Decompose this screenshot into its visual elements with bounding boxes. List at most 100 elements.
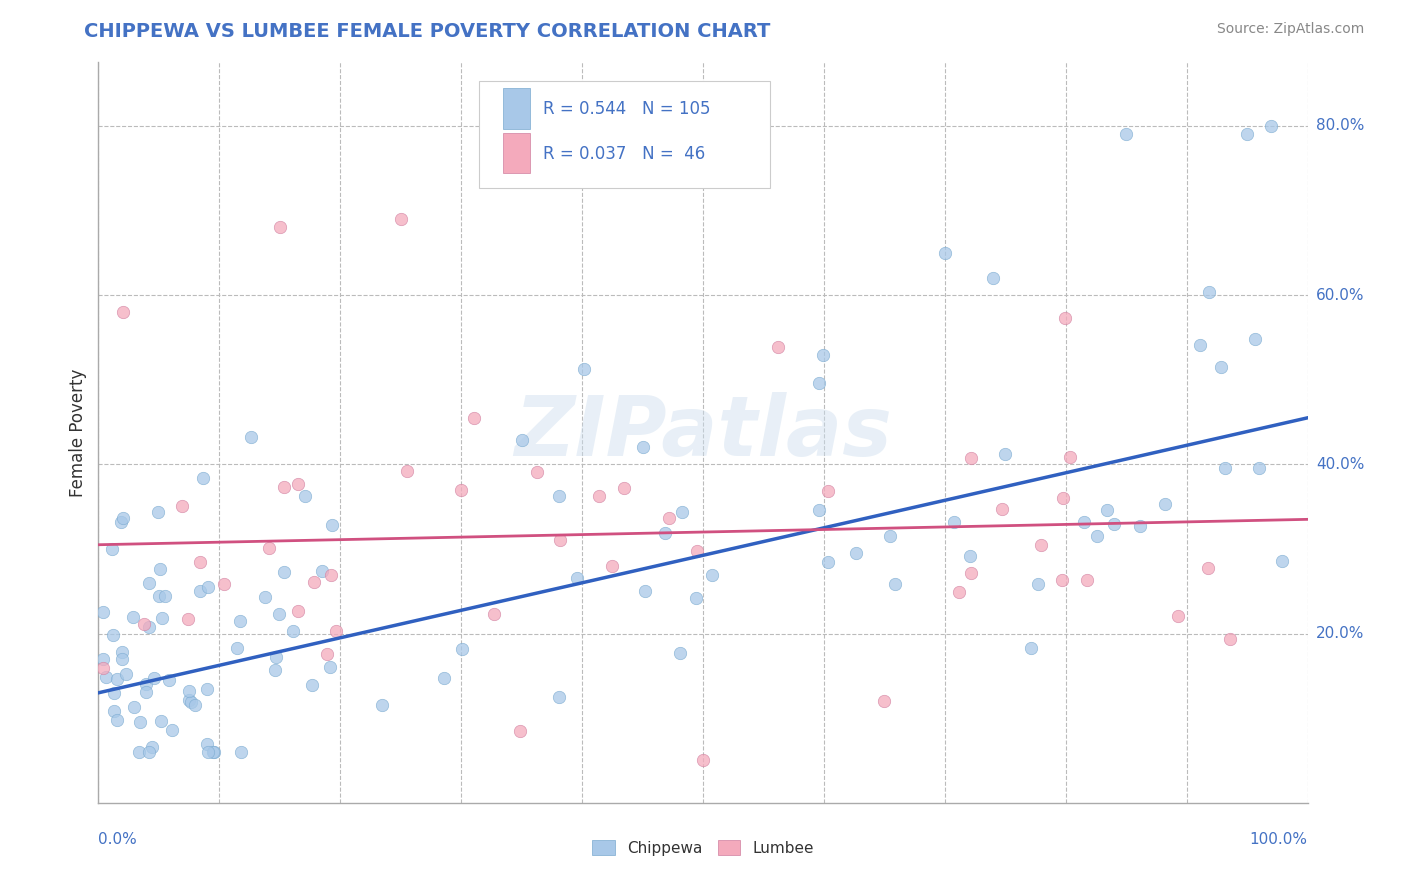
Point [103,686,125,700]
Point [1188,337,1211,351]
Point [318,660,340,674]
Point [188,555,211,569]
Point [201,745,224,759]
Point [226,640,249,655]
Point [153,590,176,604]
Text: 80.0%: 80.0% [1316,119,1364,134]
Point [634,583,657,598]
Point [287,604,309,618]
Point [111,305,134,319]
Point [1198,285,1220,300]
Point [1129,519,1152,533]
Point [808,502,831,516]
FancyBboxPatch shape [503,88,530,129]
Point [172,500,194,514]
Point [942,515,965,529]
Point [146,505,169,519]
Point [179,684,201,698]
Point [228,614,250,628]
Point [188,584,211,599]
Point [239,430,262,444]
Y-axis label: Female Poverty: Female Poverty [69,368,87,497]
Point [1271,554,1294,568]
Text: 100.0%: 100.0% [1250,832,1308,847]
Text: ZIPatlas: ZIPatlas [515,392,891,473]
Point [321,568,343,582]
Point [115,667,138,681]
Point [294,490,316,504]
Point [959,451,981,466]
Point [135,685,157,699]
Point [1236,128,1258,142]
Point [1260,119,1282,133]
Point [267,607,290,621]
Point [91,652,114,666]
Point [395,464,418,478]
Point [257,541,280,556]
Point [574,362,596,376]
Point [1085,529,1108,543]
Point [685,591,707,605]
Point [301,678,323,692]
Point [101,628,124,642]
Point [658,511,681,525]
Point [1153,497,1175,511]
Point [981,271,1004,285]
Point [1167,608,1189,623]
Point [613,481,636,495]
Point [1031,538,1053,552]
Point [686,543,709,558]
Point [124,700,146,714]
Point [994,447,1017,461]
Point [700,567,723,582]
Point [105,672,128,686]
Point [548,533,571,547]
Text: 20.0%: 20.0% [1316,626,1364,641]
Point [845,546,868,560]
Point [128,714,150,729]
Text: 40.0%: 40.0% [1316,457,1364,472]
Point [143,671,166,685]
Point [304,575,326,590]
Point [253,590,276,604]
Point [669,646,692,660]
Point [150,611,173,625]
Text: 60.0%: 60.0% [1316,287,1364,302]
Point [884,576,907,591]
Point [588,490,610,504]
Point [287,476,309,491]
Point [110,515,132,529]
Point [1102,516,1125,531]
Point [93,605,115,619]
Point [141,740,163,755]
Point [134,617,156,632]
Point [1215,461,1237,475]
Point [1073,515,1095,529]
Point [191,471,214,485]
Point [1197,560,1219,574]
Point [959,549,981,564]
Point [197,580,219,594]
Point [264,663,287,677]
Point [1243,332,1265,346]
Point [180,695,202,709]
Point [197,745,219,759]
Point [94,670,117,684]
Point [1054,311,1077,326]
Point [526,465,548,479]
FancyBboxPatch shape [503,133,530,173]
Point [811,348,834,362]
Point [103,704,125,718]
Point [214,577,236,591]
Point [91,661,114,675]
Point [1249,460,1271,475]
Legend: Chippewa, Lumbee: Chippewa, Lumbee [586,834,820,862]
Point [510,433,533,447]
Point [567,571,589,585]
Point [195,737,218,751]
Point [692,754,714,768]
Point [316,647,339,661]
Text: 0.0%: 0.0% [98,832,138,847]
Point [184,698,207,712]
Point [1219,632,1241,647]
